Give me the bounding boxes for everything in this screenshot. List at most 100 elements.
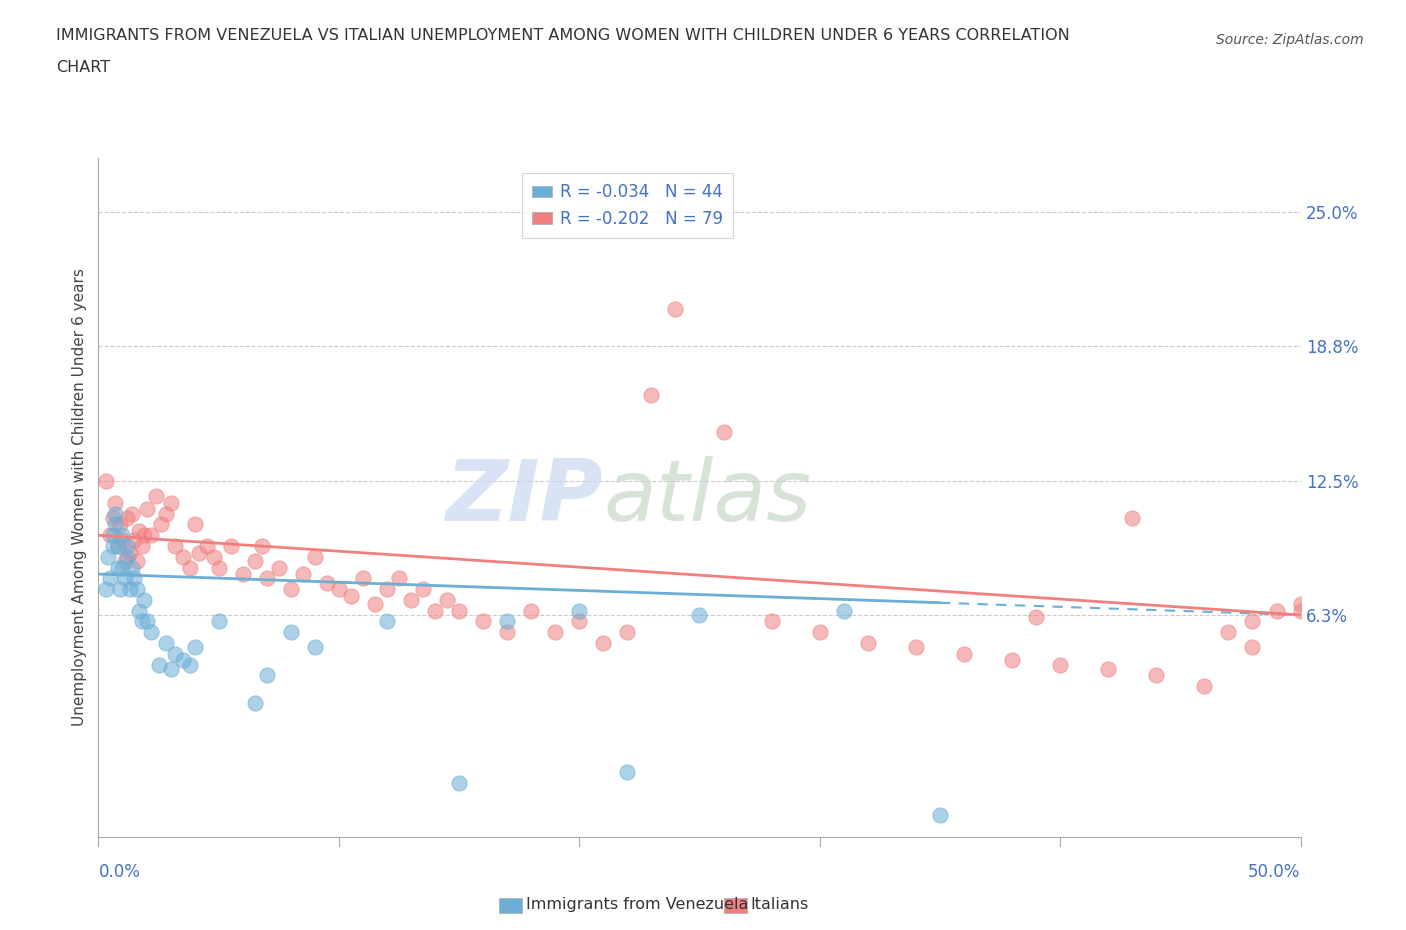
Point <box>1049 658 1071 672</box>
Point <box>179 658 201 672</box>
Point <box>904 640 927 655</box>
Point <box>148 658 170 672</box>
Point <box>291 566 314 581</box>
Text: 50.0%: 50.0% <box>1249 863 1301 881</box>
Point <box>135 614 157 629</box>
Point <box>101 511 124 525</box>
Point <box>1289 604 1312 618</box>
Point <box>104 506 127 521</box>
Point <box>689 607 711 622</box>
Point <box>111 532 134 547</box>
Point <box>447 604 470 618</box>
Point <box>256 668 278 683</box>
Point <box>145 489 167 504</box>
Point <box>592 635 614 650</box>
Point <box>808 625 831 640</box>
Point <box>496 614 519 629</box>
Point <box>97 550 120 565</box>
Point <box>1241 640 1264 655</box>
Point <box>188 545 211 560</box>
Point <box>375 581 398 596</box>
Y-axis label: Unemployment Among Women with Children Under 6 years: Unemployment Among Women with Children U… <box>72 269 87 726</box>
Point <box>104 496 127 511</box>
Point <box>100 528 122 543</box>
Point <box>568 604 591 618</box>
Point <box>315 576 337 591</box>
Point <box>1241 614 1264 629</box>
Text: IMMIGRANTS FROM VENEZUELA VS ITALIAN UNEMPLOYMENT AMONG WOMEN WITH CHILDREN UNDE: IMMIGRANTS FROM VENEZUELA VS ITALIAN UNE… <box>56 28 1070 43</box>
Point <box>183 640 205 655</box>
Point <box>159 661 181 676</box>
Point <box>104 517 127 532</box>
Point <box>544 625 567 640</box>
Point <box>165 538 187 553</box>
Point <box>616 625 638 640</box>
Point <box>304 550 326 565</box>
Point <box>131 614 153 629</box>
Point <box>108 517 131 532</box>
Point <box>132 592 155 607</box>
Point <box>436 592 458 607</box>
Point <box>243 553 266 568</box>
Point <box>953 646 976 661</box>
Point <box>856 635 879 650</box>
Point <box>121 506 143 521</box>
Point <box>412 581 434 596</box>
Point <box>761 614 783 629</box>
Point <box>928 808 950 823</box>
Point <box>100 571 122 586</box>
Point <box>124 571 146 586</box>
Point <box>155 506 177 521</box>
Point <box>94 581 117 596</box>
Point <box>208 560 231 575</box>
Point <box>114 553 136 568</box>
Point <box>352 571 374 586</box>
Point <box>1265 604 1288 618</box>
Point <box>159 496 181 511</box>
Text: CHART: CHART <box>56 60 110 75</box>
Point <box>1144 668 1167 683</box>
Point <box>155 635 177 650</box>
Point <box>149 517 172 532</box>
Point <box>616 764 638 779</box>
Legend: R = -0.034   N = 44, R = -0.202   N = 79: R = -0.034 N = 44, R = -0.202 N = 79 <box>522 173 733 237</box>
Point <box>219 538 242 553</box>
Point <box>172 550 194 565</box>
Point <box>94 474 117 489</box>
Point <box>1194 679 1216 694</box>
Point <box>832 604 855 618</box>
Point <box>111 560 134 575</box>
Point <box>101 538 124 553</box>
Point <box>111 528 134 543</box>
Point <box>280 625 302 640</box>
Point <box>101 528 124 543</box>
Point <box>117 550 139 565</box>
Point <box>423 604 446 618</box>
Point <box>128 524 150 538</box>
Point <box>340 588 363 603</box>
Point <box>1097 661 1119 676</box>
Point <box>388 571 411 586</box>
Point <box>364 597 387 612</box>
Point <box>202 550 225 565</box>
Point <box>375 614 398 629</box>
Point <box>447 776 470 790</box>
Point <box>256 571 278 586</box>
Text: ZIP: ZIP <box>446 456 603 539</box>
Point <box>1025 610 1047 625</box>
Point <box>141 625 163 640</box>
Point <box>1289 597 1312 612</box>
Point <box>125 553 148 568</box>
Point <box>107 560 129 575</box>
Point <box>124 532 146 547</box>
Point <box>183 517 205 532</box>
Point <box>107 538 129 553</box>
Point <box>141 528 163 543</box>
Text: Italians: Italians <box>751 897 808 912</box>
Point <box>128 604 150 618</box>
Point <box>1218 625 1240 640</box>
Point <box>117 511 139 525</box>
Point <box>108 581 131 596</box>
Point <box>328 581 350 596</box>
Point <box>125 581 148 596</box>
